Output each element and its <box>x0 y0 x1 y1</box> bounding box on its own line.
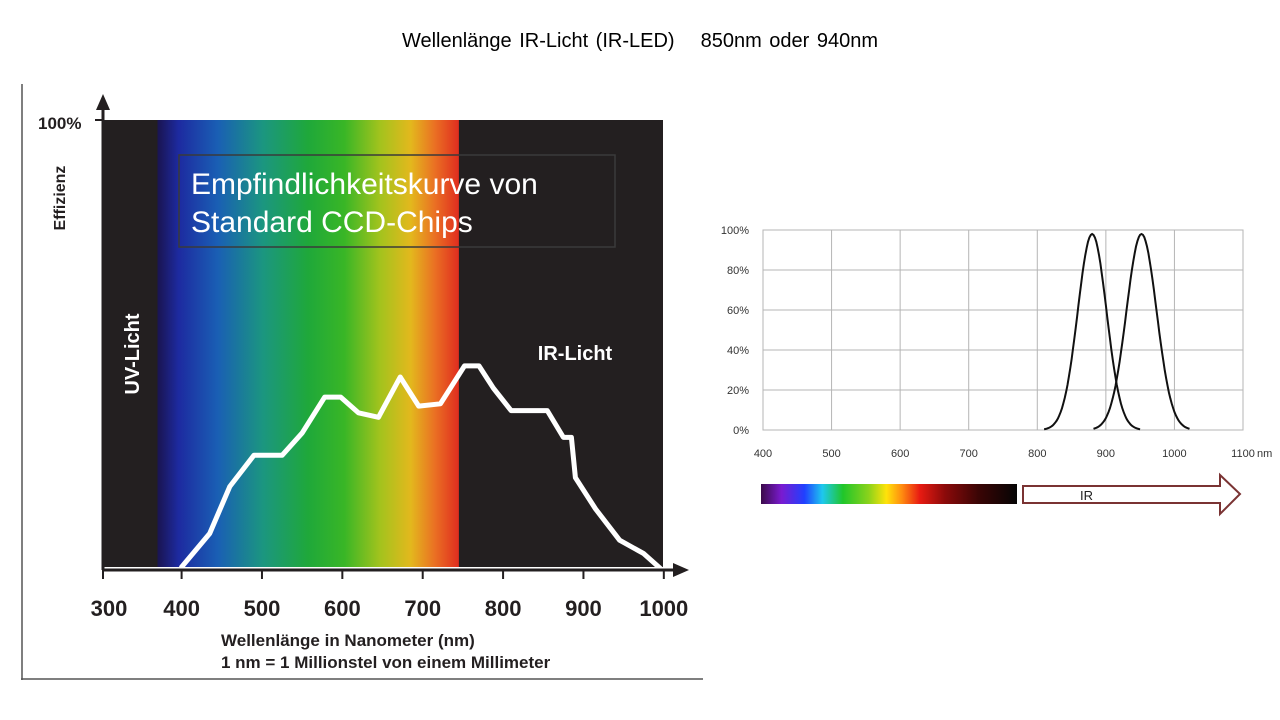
x-axis-note: 1 nm = 1 Millionstel von einem Millimete… <box>221 653 551 672</box>
slide-title-right: 850nm oder 940nm <box>700 30 879 52</box>
x-tick-label: 400 <box>163 596 200 621</box>
chart-title-line1: Empfindlichkeitskurve von <box>191 168 538 201</box>
visible-spectrum-band <box>157 120 459 567</box>
spectrum-bar <box>761 484 1017 504</box>
x-tick-label: 400 <box>754 448 772 460</box>
uv-region-label: UV-Licht <box>122 313 144 394</box>
x-axis-arrow <box>673 563 689 577</box>
slide-title: Wellenlänge IR-Licht (IR-LED) 850nm oder … <box>0 30 1280 53</box>
ir-arrow <box>1022 472 1242 517</box>
x-tick-label: 300 <box>91 596 128 621</box>
x-tick-label: 1000 <box>639 596 688 621</box>
ccd-sensitivity-chart: 300 400 500 600 700 800 900 1000 Empfindlichkeit… <box>21 84 703 680</box>
x-tick-label: 800 <box>485 596 522 621</box>
x-tick-label: 600 <box>324 596 361 621</box>
y-tick-label: 0% <box>733 425 749 437</box>
x-tick-label: 600 <box>891 448 909 460</box>
chart-title-box <box>178 154 616 248</box>
ir-led-emission-chart: 400 500 600 700 800 900 1000 1100 nm 0% 20% 40% 60% 8… <box>708 210 1280 540</box>
x-tick-label: 900 <box>565 596 602 621</box>
y-tick-label: 20% <box>727 385 749 397</box>
ir-region-label: IR-Licht <box>538 343 613 365</box>
x-tick-label: 800 <box>1028 448 1046 460</box>
x-tick-label: 500 <box>822 448 840 460</box>
y-top-label: 100% <box>38 114 81 133</box>
x-axis-label: Wellenlänge in Nanometer (nm) <box>221 631 475 650</box>
x-unit-label: nm <box>1257 448 1272 460</box>
x-tick-label: 1000 <box>1162 448 1186 460</box>
ir-band-label: IR <box>1080 488 1093 503</box>
y-tick-label: 40% <box>727 345 749 357</box>
chart-title-line2: Standard CCD-Chips <box>191 206 473 239</box>
x-tick-label: 500 <box>244 596 281 621</box>
plot-area <box>762 229 1244 431</box>
y-axis-arrow <box>96 94 110 110</box>
sensitivity-curve <box>179 363 667 574</box>
y-axis-label: Effizienz <box>52 166 69 231</box>
emission-curve-0 <box>1043 232 1141 431</box>
y-tick-label: 100% <box>721 225 749 237</box>
x-tick-label: 700 <box>404 596 441 621</box>
y-tick-label: 60% <box>727 305 749 317</box>
y-tick-label: 80% <box>727 265 749 277</box>
slide-title-left: Wellenlänge IR-Licht (IR-LED) <box>401 30 675 52</box>
x-tick-label: 900 <box>1097 448 1115 460</box>
emission-curve-1 <box>1093 232 1190 430</box>
x-tick-label: 700 <box>960 448 978 460</box>
x-tick-label: 1100 <box>1231 448 1255 460</box>
